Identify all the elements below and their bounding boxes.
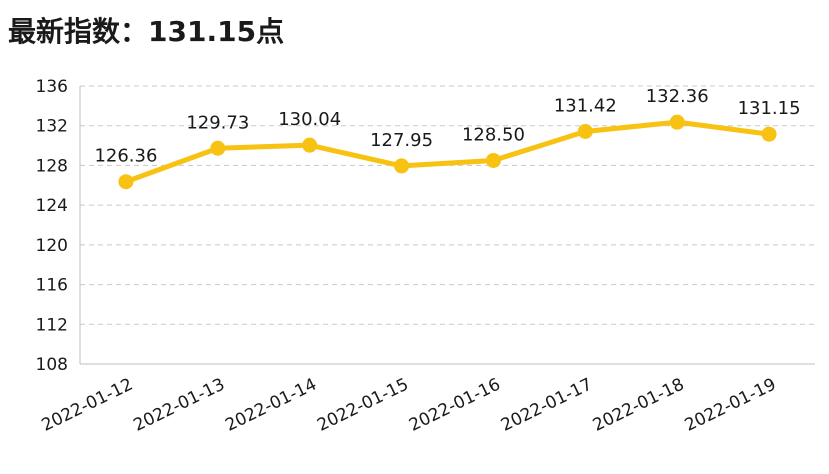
title-value: 131.15 xyxy=(148,15,257,48)
x-tick-label: 2022-01-17 xyxy=(498,375,596,436)
x-tick-label: 2022-01-12 xyxy=(39,375,137,436)
data-labels: 126.36 129.73 130.04 127.95 128.50 131.42 132.… xyxy=(94,86,800,167)
data-point xyxy=(302,137,318,153)
data-point xyxy=(118,174,134,190)
data-point xyxy=(485,152,501,168)
series xyxy=(118,114,777,190)
data-point xyxy=(394,158,410,174)
y-tick-label: 128 xyxy=(36,156,68,176)
y-axis-ticks: 108 112 116 120 124 128 132 136 xyxy=(36,77,68,375)
y-tick-label: 108 xyxy=(36,355,68,375)
page-title: 最新指数：131.15点 xyxy=(8,10,284,50)
y-tick-label: 112 xyxy=(36,315,68,335)
x-tick-label: 2022-01-14 xyxy=(222,375,320,436)
y-tick-label: 136 xyxy=(36,77,68,97)
x-axis-ticks: 2022-01-122022-01-132022-01-142022-01-15… xyxy=(39,375,780,436)
data-point xyxy=(761,126,777,142)
title-prefix: 最新指数： xyxy=(8,15,149,48)
axes xyxy=(79,86,815,365)
data-label: 126.36 xyxy=(94,146,157,167)
y-tick-label: 116 xyxy=(36,276,68,296)
x-tick-label: 2022-01-19 xyxy=(682,375,780,436)
series-line xyxy=(123,119,772,185)
data-point xyxy=(669,114,685,130)
data-label: 130.04 xyxy=(278,109,341,130)
data-point xyxy=(577,123,593,139)
y-tick-label: 132 xyxy=(36,117,68,137)
y-tick-label: 124 xyxy=(36,196,68,216)
title-suffix: 点 xyxy=(256,15,285,48)
data-label: 127.95 xyxy=(370,130,433,151)
data-label: 132.36 xyxy=(646,86,709,107)
x-tick-label: 2022-01-13 xyxy=(130,375,228,436)
data-label: 131.15 xyxy=(738,98,801,119)
x-tick-label: 2022-01-15 xyxy=(314,375,412,436)
x-tick-label: 2022-01-18 xyxy=(590,375,688,436)
data-point xyxy=(210,140,226,156)
x-tick-label: 2022-01-16 xyxy=(406,375,504,436)
y-tick-label: 120 xyxy=(36,236,68,256)
data-label: 131.42 xyxy=(554,95,617,116)
data-label: 128.50 xyxy=(462,124,525,145)
data-label: 129.73 xyxy=(186,112,249,133)
